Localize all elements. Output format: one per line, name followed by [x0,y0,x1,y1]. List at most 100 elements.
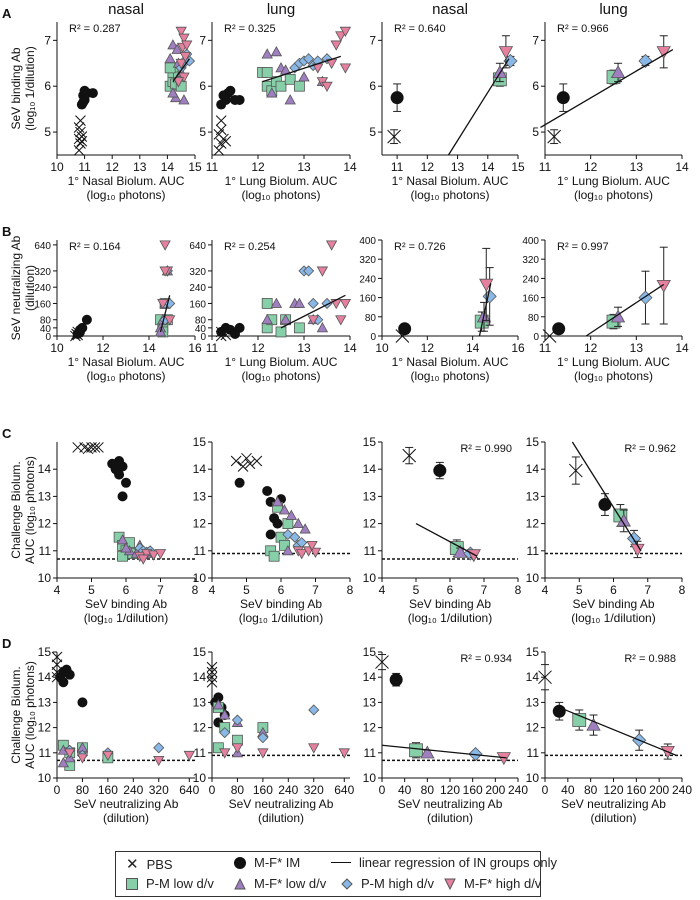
y-tick-label: 6 [369,79,376,93]
y-tick-label: 5 [199,125,206,139]
data-point-pm-high [231,714,244,726]
x-tick-label: 14 [161,160,175,174]
r-squared-label: R² = 0.988 [624,653,676,665]
x-axis-label: (log₁₀ photons) [86,188,165,202]
x-tick-label: 14 [675,341,689,355]
data-point-mf-high [154,549,167,560]
regression-line [571,441,642,552]
x-axis-label: (log₁₀ 1/dilution) [84,611,168,625]
legend-item-pml: P-M low d/v [126,876,214,891]
data-point-pbs [206,661,218,673]
data-point-mf-im [598,498,612,512]
data-point-mf-low [316,322,329,333]
x-tick-label: 0 [209,783,216,797]
data-point-pm-high [219,727,231,739]
y-tick-label: 0 [200,332,206,343]
y-axis-label: Challenge Biolum. [9,461,23,558]
y-tick-label: 14 [526,462,540,476]
data-point-mf-high [308,743,320,754]
y-tick-label: 0 [533,332,539,343]
data-point-mf-low [299,523,311,534]
x-tick-label: 240 [278,783,298,797]
y-axis-label: SeV binding Ab [9,47,23,129]
x-tick-label: 14 [675,160,689,174]
panel-0-1 [208,22,352,159]
data-point-mf-high [307,315,319,326]
x-tick-label: 10 [375,341,389,355]
y-tick-label: 0 [370,332,376,343]
x-axis-label: 1° Nasal Biolum. AUC [392,355,509,369]
r-squared-label: R² = 0.254 [224,241,276,253]
y-axis-label: Challenge Biolum. [9,666,23,763]
y-tick-label: 14 [193,670,207,684]
x-tick-label: 160 [626,783,646,797]
y-tick-label: 640 [189,241,206,252]
y-tick-label: 6 [44,79,51,93]
x-axis-label: (log₁₀ 1/dilution) [571,611,655,625]
data-point-pm-low [293,322,305,334]
y-tick-label: 7 [532,33,539,47]
x-tick-label: 8 [192,583,199,597]
x-axis-label: SeV binding Ab [85,597,167,611]
legend-item-pmh: P-M high d/v [341,876,434,891]
legend-item-regression: linear regression of IN groups only [331,855,557,870]
x-tick-label: 0 [379,783,386,797]
data-point-pm-high [303,265,315,277]
column-title: lung [599,1,627,18]
legend-label: M-F* low d/v [254,876,327,891]
data-point-mf-high [183,750,195,762]
x-axis-label: 1° Nasal Biolum. AUC [392,174,509,188]
data-point-mf-low [270,45,283,57]
x-tick-label: 13 [630,341,644,355]
data-point-mf-im [398,322,412,336]
x-tick-label: 12 [584,160,598,174]
y-tick-label: 320 [359,255,376,266]
x-tick-label: 13 [297,160,311,174]
x-axis-label: SeV neutralizing Ab [229,797,334,811]
y-tick-label: 15 [363,435,377,449]
x-tick-label: 11 [78,160,91,174]
data-point-mf-low [116,534,129,545]
x-tick-label: 12 [421,341,435,355]
regression-line [585,283,665,337]
x-axis-label: SeV neutralizing Ab [398,797,503,811]
y-tick-label: 400 [359,236,376,247]
data-point-pbs [93,442,104,453]
x-tick-label: 4 [209,583,216,597]
data-point-mf-low [420,745,435,759]
x-marker-icon: ✕ [126,856,139,873]
data-point-pbs [76,135,88,147]
data-point-mf-im [213,692,224,703]
panel-0-2 [378,22,519,159]
x-tick-label: 4 [379,583,386,597]
data-point-mf-high [335,31,347,42]
x-tick-label: 15 [511,160,525,174]
y-tick-label: 12 [193,517,207,531]
y-axis-label: (dilution) [23,265,37,311]
x-tick-label: 12 [106,160,120,174]
y-tick-label: 10 [363,771,377,785]
data-point-mf-im [58,677,69,688]
x-axis-label: SeV neutralizing Ab [74,797,179,811]
data-point-mf-im [433,464,447,478]
data-point-pbs [73,145,85,156]
x-tick-label: 80 [231,783,245,797]
data-point-pm-low [261,67,273,78]
data-point-pm-high [308,704,320,716]
y-tick-label: 14 [363,462,377,476]
y-tick-label: 7 [44,33,51,47]
y-tick-label: 12 [363,721,377,735]
data-point-pm-high [303,53,315,65]
x-axis-label: (log₁₀ photons) [574,369,653,383]
circle-marker-icon [234,856,246,869]
y-tick-label: 13 [193,489,207,503]
y-axis-label: SeV neutralizing Ab [9,235,23,340]
data-point-mf-low [171,43,183,54]
x-tick-label: 6 [123,583,130,597]
x-axis-label: 1° Lung Biolum. AUC [225,174,338,188]
data-point-mf-high [656,279,671,293]
data-point-mf-low [212,699,225,710]
data-point-mf-im [81,314,92,325]
regression-line [159,295,171,333]
panel-3-1 [206,651,350,782]
